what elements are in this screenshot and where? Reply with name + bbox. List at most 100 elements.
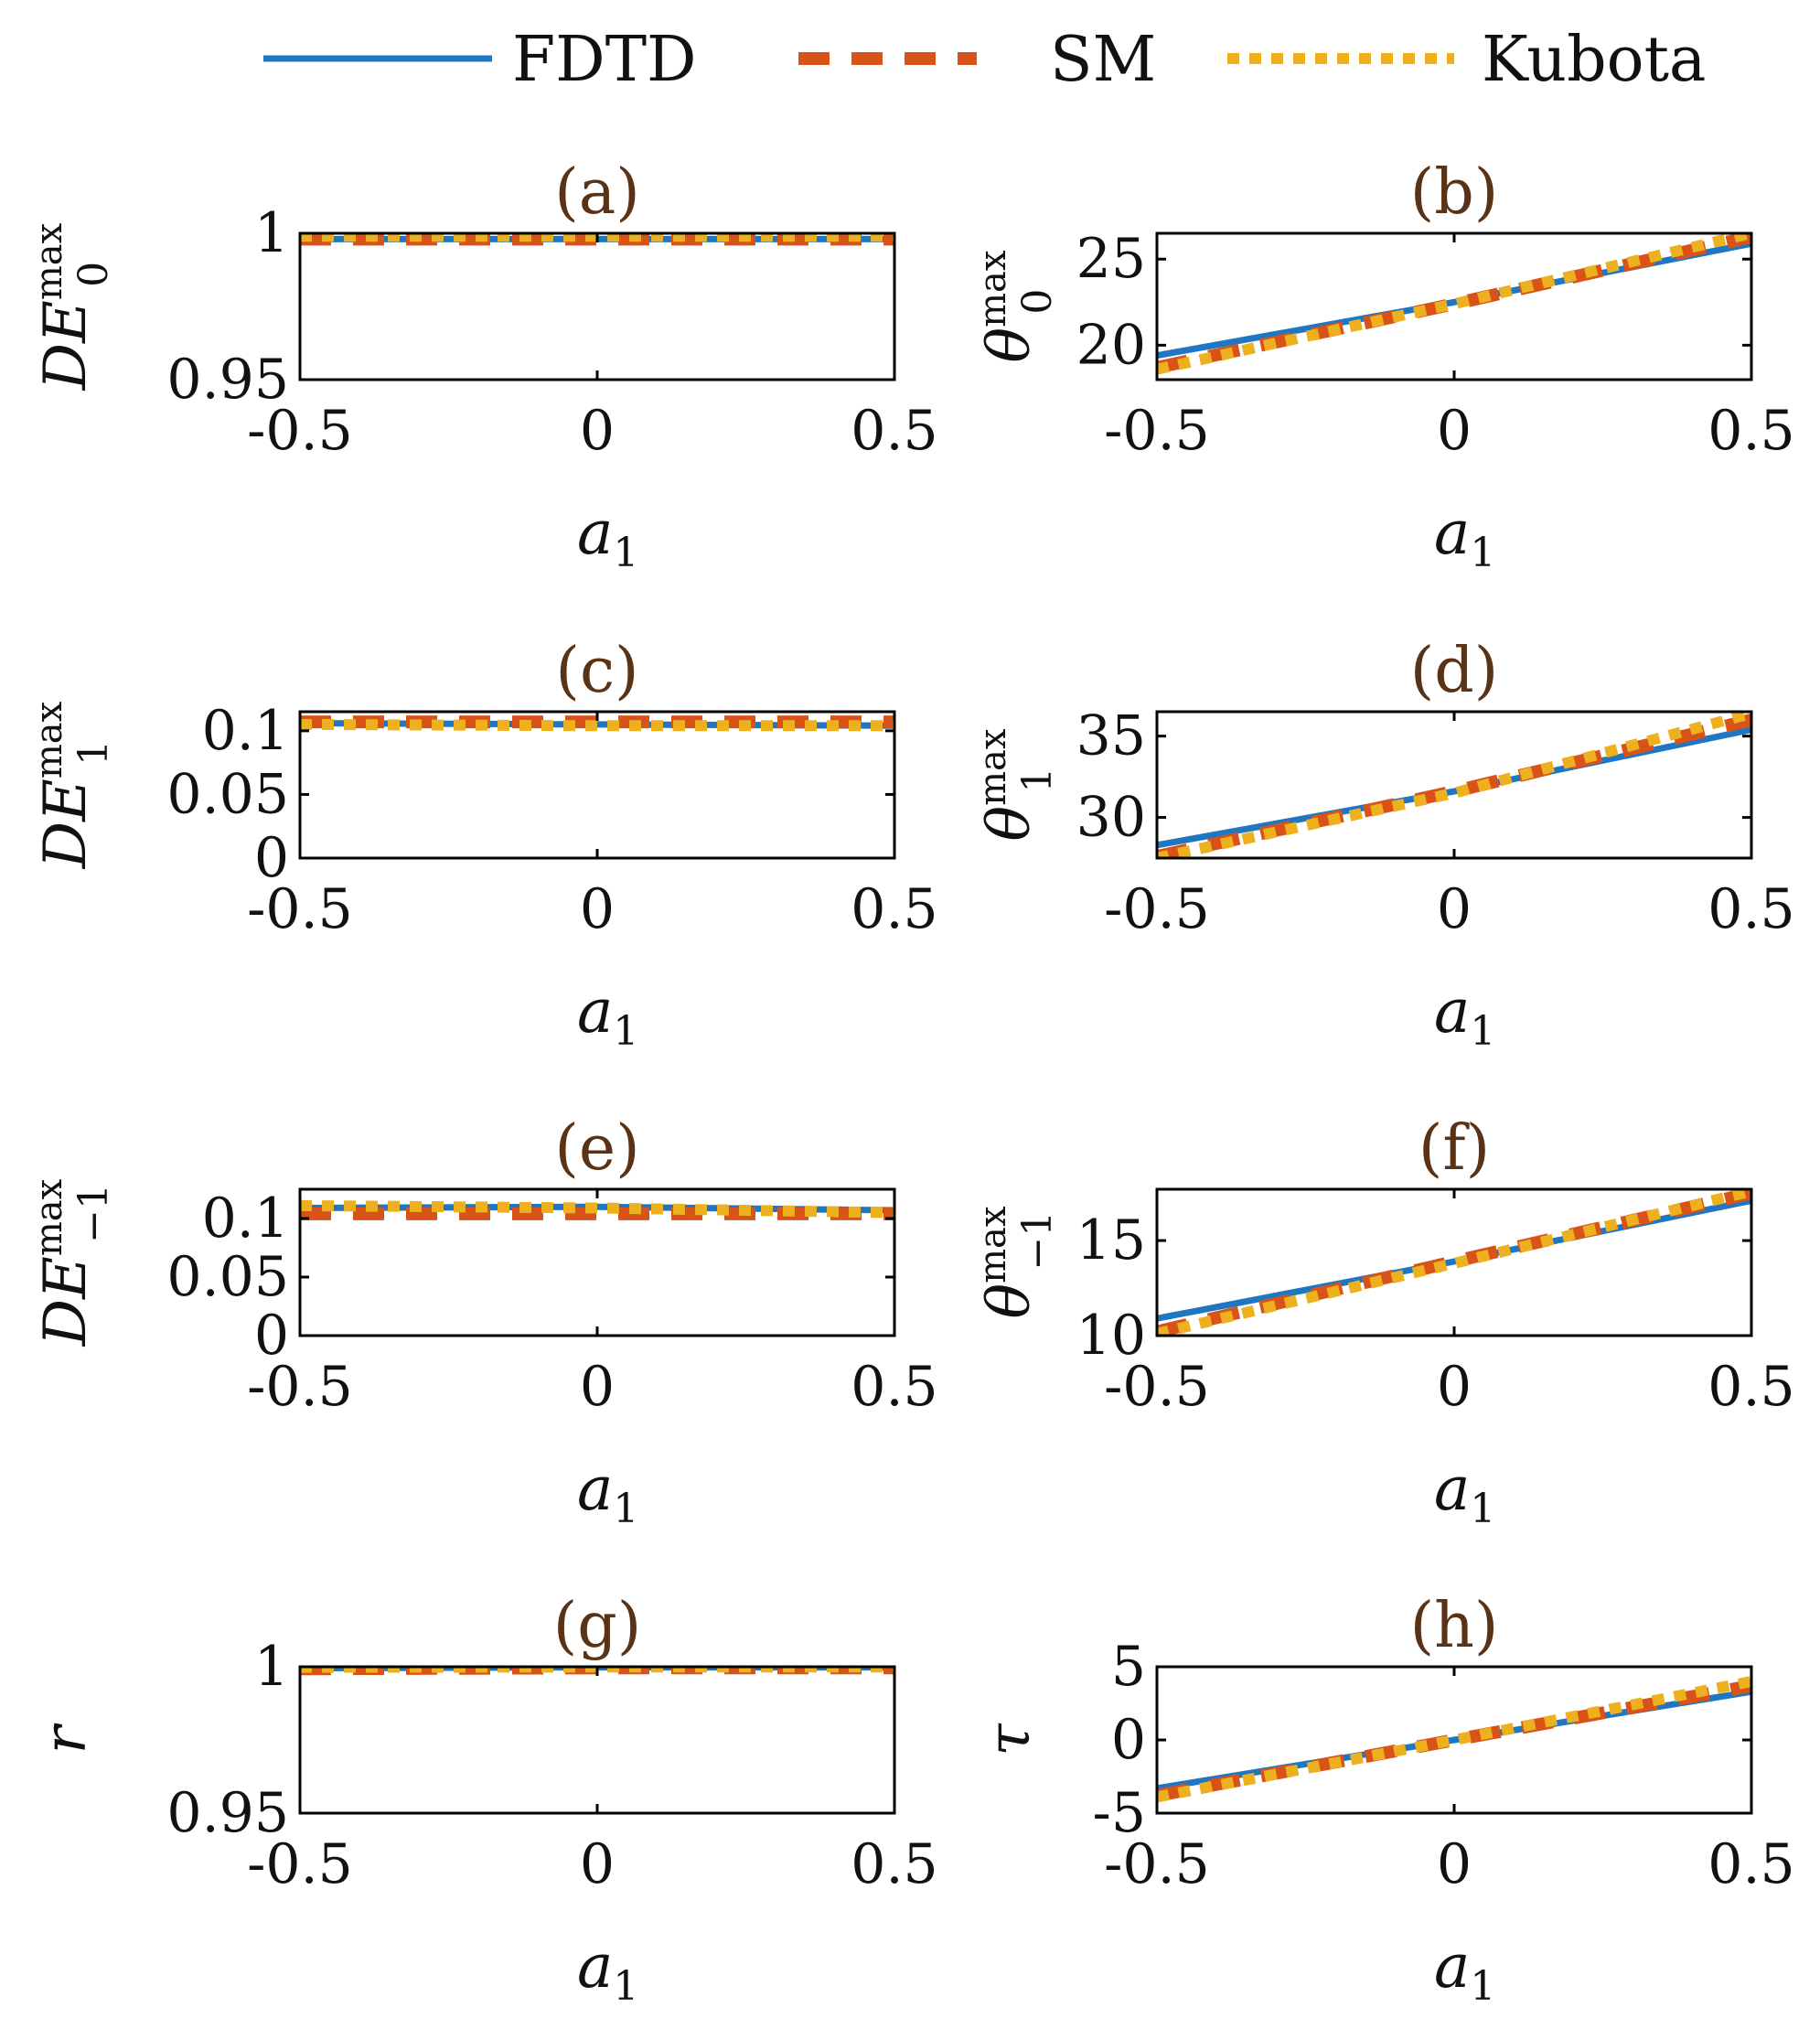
x-axis-label-c: a1 [577, 976, 638, 1055]
x-axis-label-sub-a: 1 [613, 530, 638, 576]
x-axis-label-sub-d: 1 [1470, 1008, 1495, 1055]
x-tick-label-g-2: 0.5 [851, 1832, 937, 1896]
y-tick-label-h-1: 0 [1111, 1708, 1146, 1772]
x-tick-label-g-0: -0.5 [247, 1832, 353, 1896]
panel-f: (f) -0.5 0 0.5 10 15 a1 θmax−1 [972, 1112, 1795, 1532]
y-axis-label-base-d: θ [976, 806, 1044, 842]
legend-label-sm: SM [1050, 24, 1156, 96]
panel-title-c: (c) [555, 635, 638, 707]
y-axis-label-e: DEmax−1 [28, 1178, 117, 1347]
x-tick-label-a-2: 0.5 [851, 399, 937, 463]
panel-title-d: (d) [1410, 635, 1499, 707]
x-tick-label-a-0: -0.5 [247, 399, 353, 463]
y-tick-label-d-1: 35 [1076, 704, 1146, 768]
y-axis-label-base-f: θ [976, 1283, 1044, 1319]
y-axis-label-d: θmax1 [972, 728, 1061, 841]
y-tick-label-h-2: 5 [1111, 1635, 1146, 1699]
x-tick-label-h-1: 0 [1437, 1832, 1472, 1896]
series-line-e-kubota [300, 1199, 894, 1219]
legend: FDTD SM Kubota [263, 24, 1706, 96]
y-axis-label-f: θmax−1 [972, 1206, 1061, 1318]
panel-title-e: (e) [554, 1112, 639, 1185]
panel-h: (h) -0.5 0 0.5 -5 0 5 a1 τ [976, 1590, 1795, 2010]
y-axis-label-sup-b: max [972, 250, 1014, 327]
panel-title-h: (h) [1410, 1590, 1499, 1662]
y-axis-label-base-h: τ [976, 1723, 1044, 1756]
x-axis-label-h: a1 [1434, 1931, 1495, 2010]
x-axis-label-sub-h: 1 [1470, 1963, 1495, 2010]
y-axis-label-sup-f: max [972, 1206, 1014, 1283]
y-axis-label-base-b: θ [976, 327, 1044, 363]
y-axis-label-a: DEmax0 [28, 222, 117, 391]
series-group-b [1157, 233, 1751, 375]
y-axis-label-c: DEmax1 [28, 701, 117, 869]
axes-box-c [298, 710, 896, 860]
x-tick-label-h-0: -0.5 [1104, 1832, 1210, 1896]
panel-title-f: (f) [1419, 1112, 1490, 1185]
x-tick-label-f-1: 0 [1437, 1355, 1472, 1419]
y-axis-label-b: θmax0 [972, 250, 1061, 362]
series-group-c [300, 715, 894, 732]
legend-label-fdtd: FDTD [512, 24, 697, 96]
y-tick-label-c-0: 0 [254, 826, 289, 890]
y-tick-label-a-0: 0.95 [166, 348, 289, 412]
y-axis-label-sub-d: 1 [1014, 768, 1061, 793]
x-tick-label-c-1: 0 [580, 877, 615, 941]
x-axis-label-sub-c: 1 [613, 1008, 638, 1055]
x-axis-label-g: a1 [577, 1931, 638, 2010]
series-line-d-fdtd [1157, 726, 1751, 849]
x-axis-label-e: a1 [577, 1454, 638, 1532]
x-tick-label-h-2: 0.5 [1708, 1832, 1794, 1896]
y-tick-label-e-1: 0.05 [166, 1245, 289, 1309]
y-axis-label-g: r [32, 1723, 100, 1754]
y-tick-label-g-1: 1 [254, 1635, 289, 1699]
series-group-h [1157, 1676, 1751, 1803]
x-axis-label-d: a1 [1434, 976, 1495, 1055]
y-axis-label-sub-c: 1 [70, 740, 117, 766]
y-axis-label-base-e: DE [32, 1256, 100, 1347]
x-tick-label-a-1: 0 [580, 399, 615, 463]
y-tick-label-e-2: 0.1 [202, 1186, 289, 1251]
y-axis-label-h: τ [976, 1723, 1044, 1756]
y-tick-label-b-1: 25 [1076, 227, 1146, 291]
x-axis-label-a: a1 [577, 498, 638, 576]
y-tick-label-d-0: 30 [1076, 786, 1146, 850]
y-tick-label-g-0: 0.95 [166, 1781, 289, 1845]
x-axis-label-sub-e: 1 [613, 1486, 638, 1532]
axes-box-g [298, 1665, 896, 1815]
y-axis-label-sup-e: max [28, 1178, 70, 1256]
x-tick-label-b-0: -0.5 [1104, 399, 1210, 463]
y-axis-label-base-a: DE [32, 300, 100, 391]
x-tick-label-e-0: -0.5 [247, 1355, 353, 1419]
series-line-b-fdtd [1157, 240, 1751, 360]
x-tick-label-d-0: -0.5 [1104, 877, 1210, 941]
x-tick-label-c-2: 0.5 [851, 877, 937, 941]
x-tick-label-b-1: 0 [1437, 399, 1472, 463]
x-tick-label-f-0: -0.5 [1104, 1355, 1210, 1419]
legend-label-kubota: Kubota [1482, 24, 1706, 96]
x-axis-label-b: a1 [1434, 498, 1495, 576]
y-tick-label-f-0: 10 [1076, 1304, 1146, 1368]
series-line-d-kubota [1157, 712, 1751, 858]
x-tick-label-f-2: 0.5 [1708, 1355, 1794, 1419]
y-axis-label-base-c: DE [32, 778, 100, 869]
x-tick-label-d-2: 0.5 [1708, 877, 1794, 941]
y-axis-label-base-g: r [32, 1723, 100, 1754]
series-line-h-fdtd [1157, 1688, 1751, 1792]
panel-title-g: (g) [553, 1590, 642, 1662]
y-axis-label-sup-d: max [972, 728, 1014, 806]
x-tick-label-d-1: 0 [1437, 877, 1472, 941]
x-axis-label-f: a1 [1434, 1454, 1495, 1532]
axes-box-a [298, 231, 896, 381]
y-tick-label-b-0: 20 [1076, 313, 1146, 377]
y-tick-label-c-2: 0.1 [202, 699, 289, 763]
series-group-f [1157, 1189, 1751, 1336]
series-line-f-kubota [1157, 1189, 1751, 1336]
